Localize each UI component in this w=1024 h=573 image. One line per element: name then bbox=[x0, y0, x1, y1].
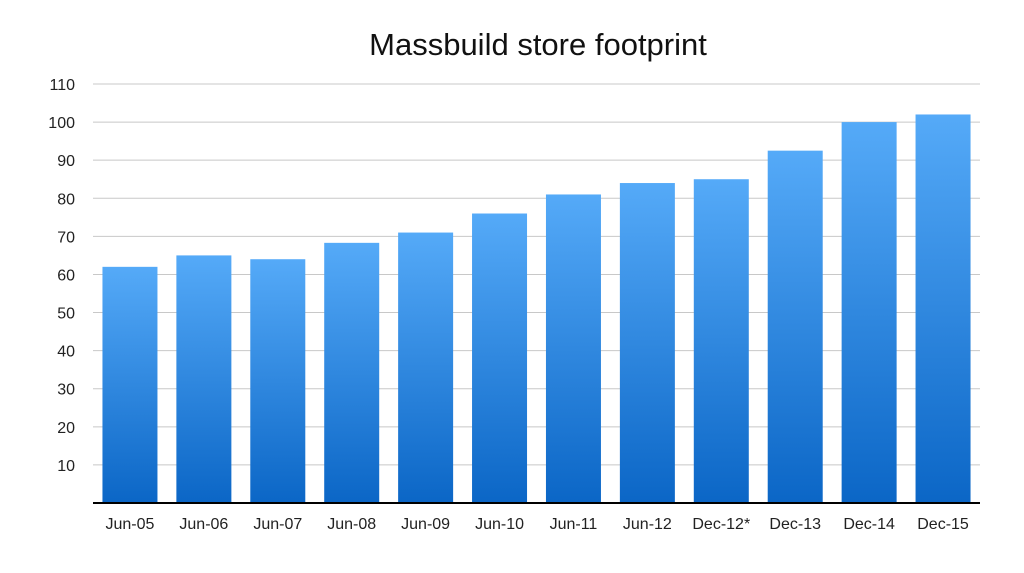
bar bbox=[176, 255, 232, 503]
bar bbox=[841, 122, 897, 503]
x-tick-label: Jun-12 bbox=[623, 516, 672, 533]
y-tick-label: 50 bbox=[57, 306, 75, 323]
y-tick-label: 10 bbox=[57, 458, 75, 475]
x-tick-label: Dec-12* bbox=[692, 516, 750, 533]
bar bbox=[472, 213, 528, 503]
bar bbox=[767, 150, 823, 503]
x-tick-label: Jun-11 bbox=[550, 516, 598, 533]
chart-title: Massbuild store footprint bbox=[369, 27, 707, 62]
x-tick-label: Dec-13 bbox=[769, 516, 821, 533]
x-tick-label: Jun-05 bbox=[105, 516, 154, 533]
y-tick-label: 110 bbox=[49, 77, 75, 94]
x-tick-label: Dec-14 bbox=[843, 516, 895, 533]
y-tick-label: 70 bbox=[57, 229, 75, 246]
y-tick-label: 100 bbox=[48, 115, 75, 132]
y-tick-label: 80 bbox=[57, 191, 75, 208]
bar bbox=[619, 183, 675, 503]
bar bbox=[915, 114, 971, 504]
bar bbox=[102, 266, 158, 503]
x-tick-label: Jun-06 bbox=[179, 516, 228, 533]
bar bbox=[693, 179, 749, 503]
bar bbox=[398, 232, 454, 503]
bar bbox=[250, 259, 306, 503]
y-tick-label: 40 bbox=[57, 344, 75, 361]
bar bbox=[324, 242, 380, 503]
x-tick-label: Dec-15 bbox=[917, 516, 969, 533]
y-tick-label: 90 bbox=[57, 153, 75, 170]
x-tick-label: Jun-09 bbox=[401, 516, 450, 533]
y-tick-label: 30 bbox=[57, 382, 75, 399]
bar bbox=[545, 194, 601, 504]
y-tick-label: 20 bbox=[57, 420, 75, 437]
x-tick-label: Jun-08 bbox=[327, 516, 376, 533]
x-tick-label: Jun-07 bbox=[253, 516, 302, 533]
y-tick-label: 60 bbox=[57, 267, 75, 284]
x-tick-label: Jun-10 bbox=[475, 516, 524, 533]
